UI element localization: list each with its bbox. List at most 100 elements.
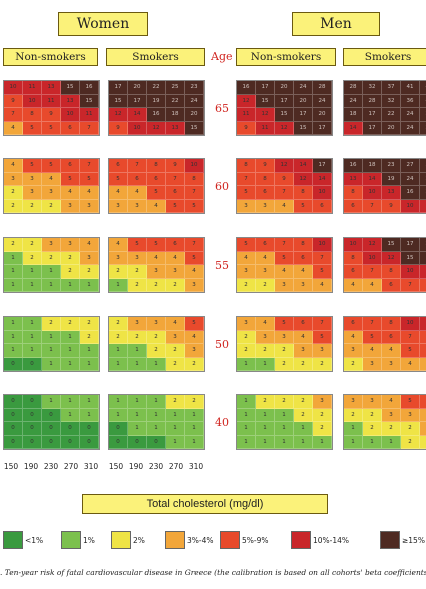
risk-cell: 1 xyxy=(128,344,147,358)
risk-cell: 3 xyxy=(109,251,128,265)
risk-cell: 1 xyxy=(237,422,256,436)
risk-cell: 0 xyxy=(23,357,42,371)
risk-cell: 4 xyxy=(109,186,128,200)
risk-cell: 1 xyxy=(344,435,363,449)
panel-men-non-smokers-age-65: 16 17 20 24 28 12 15 17 20 24 11 12 15 17 20 9 11 12 15 17 xyxy=(236,80,333,136)
risk-cell: 24 xyxy=(401,172,420,186)
risk-cell: 10 xyxy=(313,186,332,200)
risk-cell: 1 xyxy=(109,278,128,292)
risk-cell: 1 xyxy=(4,344,23,358)
risk-cell: 2 xyxy=(61,251,80,265)
risk-cell: 22 xyxy=(147,81,166,95)
risk-cell: 20 xyxy=(294,94,313,108)
risk-cell: 7 xyxy=(237,172,256,186)
risk-cell: 5 xyxy=(237,186,256,200)
risk-cell: 4 xyxy=(382,395,401,409)
age-label-55: 55 xyxy=(215,259,229,272)
risk-cell: 1 xyxy=(166,422,185,436)
risk-cell: 5 xyxy=(166,199,185,213)
x-tick-label: 270 xyxy=(63,462,79,471)
risk-cell: 2 xyxy=(128,330,147,344)
risk-cell: 1 xyxy=(61,344,80,358)
risk-cell: 3 xyxy=(382,357,401,371)
risk-cell: 12 xyxy=(275,121,294,135)
risk-cell: 6 xyxy=(420,344,426,358)
risk-cell: 0 xyxy=(42,408,61,422)
x-tick-label: 190 xyxy=(23,462,39,471)
risk-cell: 4 xyxy=(80,238,99,252)
risk-cell: 1 xyxy=(237,408,256,422)
legend-label: 1% xyxy=(83,536,95,545)
risk-cell: 9 xyxy=(4,94,23,108)
risk-cell: 10 xyxy=(128,121,147,135)
risk-cell: 7 xyxy=(185,186,204,200)
risk-cell: 6 xyxy=(61,121,80,135)
risk-cell: 19 xyxy=(382,172,401,186)
risk-cell: 4 xyxy=(42,172,61,186)
risk-cell: 8 xyxy=(382,317,401,331)
risk-cell: 40 xyxy=(420,94,426,108)
risk-cell: 9 xyxy=(42,108,61,122)
risk-cell: 1 xyxy=(237,395,256,409)
x-tick-label: 190 xyxy=(128,462,144,471)
risk-cell: 10 xyxy=(23,94,42,108)
risk-cell: 0 xyxy=(80,435,99,449)
risk-cell: 1 xyxy=(147,422,166,436)
risk-cell: 4 xyxy=(420,408,426,422)
risk-cell: 8 xyxy=(237,159,256,173)
risk-cell: 15 xyxy=(275,108,294,122)
risk-cell: 5 xyxy=(147,186,166,200)
risk-cell: 22 xyxy=(382,108,401,122)
risk-cell: 23 xyxy=(185,81,204,95)
risk-cell: 10 xyxy=(363,251,382,265)
risk-cell: 10 xyxy=(401,317,420,331)
risk-cell: 1 xyxy=(185,408,204,422)
risk-cell: 16 xyxy=(344,159,363,173)
legend-label: ≥15% xyxy=(402,536,425,545)
risk-cell: 0 xyxy=(23,395,42,409)
risk-cell: 15 xyxy=(382,238,401,252)
risk-cell: 6 xyxy=(344,317,363,331)
risk-cell: 1 xyxy=(237,357,256,371)
risk-cell: 16 xyxy=(80,81,99,95)
risk-cell: 13 xyxy=(61,94,80,108)
risk-cell: 5 xyxy=(128,238,147,252)
risk-cell: 4 xyxy=(166,251,185,265)
risk-cell: 1 xyxy=(109,408,128,422)
risk-cell: 11 xyxy=(256,121,275,135)
risk-cell: 1 xyxy=(61,408,80,422)
risk-cell: 11 xyxy=(23,81,42,95)
risk-cell: 1 xyxy=(61,395,80,409)
risk-cell: 0 xyxy=(61,422,80,436)
risk-cell: 5 xyxy=(401,395,420,409)
risk-cell: 1 xyxy=(80,357,99,371)
risk-cell: 4 xyxy=(344,330,363,344)
risk-cell: 3 xyxy=(363,395,382,409)
risk-cell: 5 xyxy=(42,121,61,135)
risk-cell: 41 xyxy=(401,81,420,95)
risk-cell: 0 xyxy=(4,357,23,371)
risk-cell: 1 xyxy=(166,408,185,422)
risk-cell: 0 xyxy=(109,422,128,436)
age-axis-label: Age xyxy=(211,50,233,63)
age-label-65: 65 xyxy=(215,102,229,115)
men-smokers-header: Smokers xyxy=(343,48,426,66)
risk-cell: 2 xyxy=(166,395,185,409)
risk-cell: 12 xyxy=(382,251,401,265)
risk-cell: 3 xyxy=(363,357,382,371)
risk-cell: 10 xyxy=(363,186,382,200)
risk-cell: 1 xyxy=(294,422,313,436)
risk-cell: 8 xyxy=(344,186,363,200)
legend-label: 5%-9% xyxy=(242,536,269,545)
risk-cell: 1 xyxy=(382,435,401,449)
risk-cell: 12 xyxy=(275,159,294,173)
risk-cell: 9 xyxy=(382,199,401,213)
risk-cell: 18 xyxy=(166,108,185,122)
women-smokers-header: Smokers xyxy=(106,48,205,66)
risk-cell: 20 xyxy=(420,238,426,252)
risk-cell: 3 xyxy=(166,265,185,279)
risk-cell: 2 xyxy=(237,278,256,292)
risk-cell: 24 xyxy=(185,94,204,108)
risk-cell: 1 xyxy=(42,265,61,279)
